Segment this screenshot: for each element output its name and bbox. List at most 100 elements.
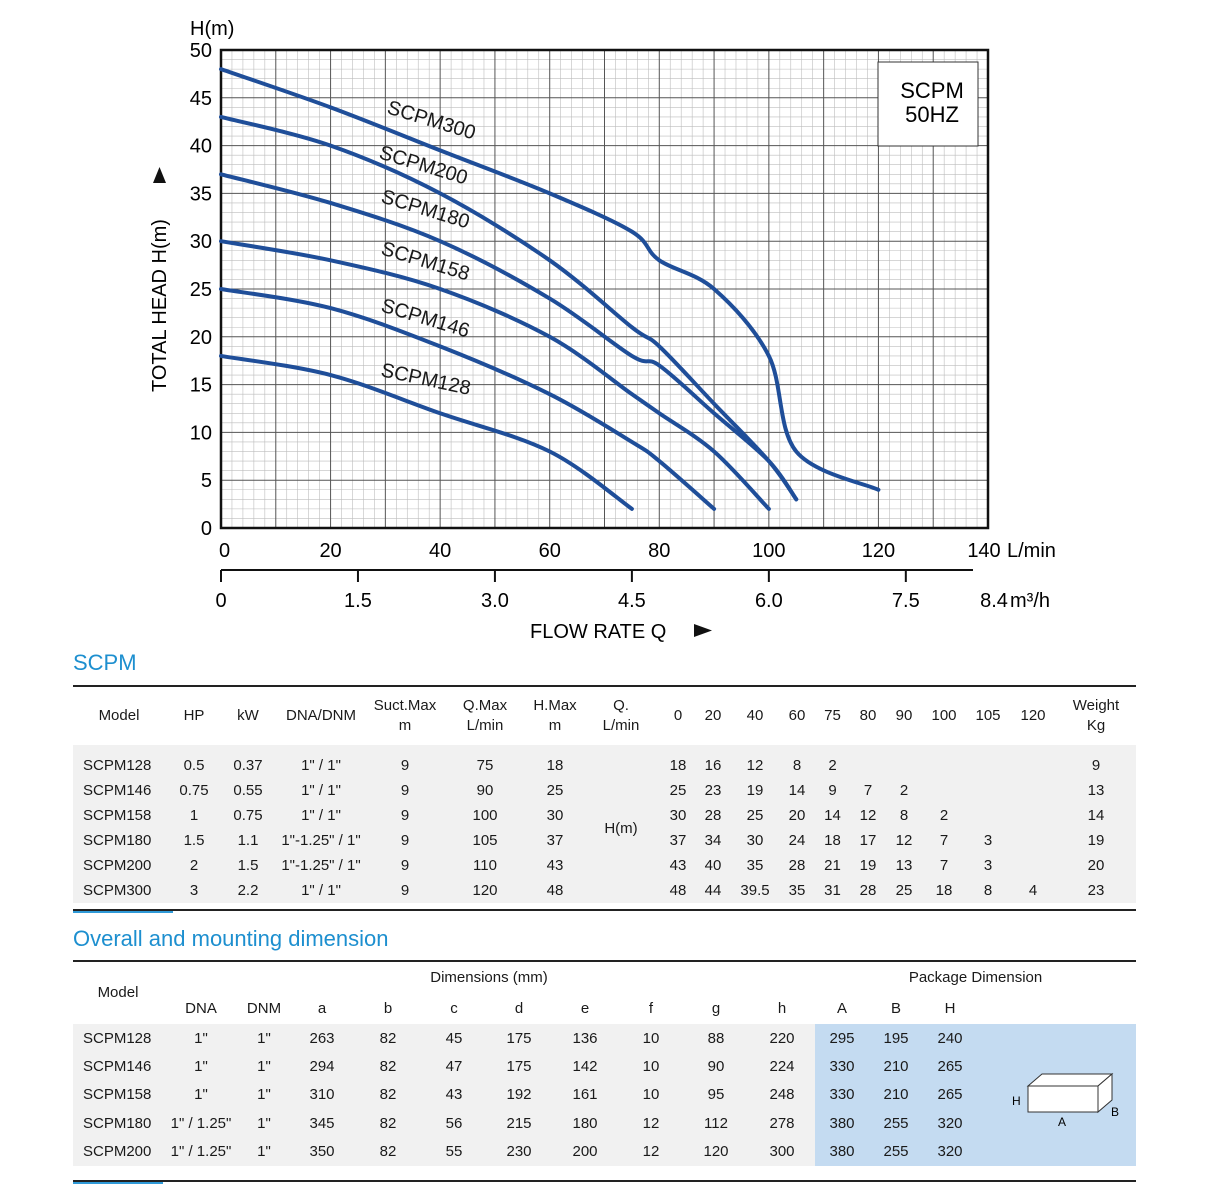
cell: 19 (1087, 832, 1105, 849)
cell: SCPM158 (83, 807, 152, 824)
cell: 0.75 (233, 807, 263, 824)
cell: 9 (400, 757, 410, 774)
cell: 82 (379, 1086, 397, 1104)
cell: 161 (572, 1086, 598, 1104)
cell: 1" (257, 1143, 271, 1161)
cell (1010, 745, 1056, 778)
dims-subcol: f (648, 999, 654, 1017)
cell: 21 (824, 857, 841, 874)
cell: 37 (669, 832, 687, 849)
cell (886, 745, 922, 778)
cell (850, 745, 886, 778)
cell: 310 (309, 1086, 335, 1104)
cell: 263 (309, 1029, 335, 1047)
dims-subcol: h (777, 999, 787, 1017)
cell: 1" / 1" (301, 782, 341, 799)
x-axis-arrow-icon (694, 624, 712, 637)
cell: 35 (746, 857, 764, 874)
cell (966, 803, 1010, 828)
col-hmax: H.Max m (529, 687, 581, 745)
cell: 25 (546, 782, 564, 799)
cell: 120 (472, 882, 498, 899)
cell: 43 (546, 857, 564, 874)
cell: 24 (788, 832, 806, 849)
cell: 18 (546, 757, 564, 774)
dims-subcol: c (450, 999, 458, 1017)
dims-table: Model Dimensions (mm) Package Dimension … (73, 962, 1137, 1166)
x2-axis: 0 1.5 3.0 4.5 6.0 7.5 8.4 (215, 569, 1008, 612)
table-row: SCPM128 0.5 0.37 1" / 1" 9 75 18 H(m) 18 16 12 8 2 9 (73, 745, 1136, 837)
curve-scpm158 (219, 239, 771, 511)
dims-body: SCPM128 1" 1" 263 82 45 175 136 10 88 220 295 195 240… (73, 1024, 1137, 1166)
cell: 1 (189, 807, 199, 824)
legend-box (877, 61, 979, 147)
cell: 12 (642, 1143, 660, 1161)
cell: 2.2 (237, 882, 259, 899)
h-label-cell: H(m) (604, 819, 638, 837)
y-axis-side-label: TOTAL HEAD H(m) (149, 219, 171, 392)
cell: 25 (746, 807, 764, 824)
pkg-cell: 320 (923, 1137, 978, 1166)
x-tick-label: 60 (539, 540, 561, 562)
cell: 19 (859, 857, 877, 874)
cell: 12 (746, 757, 764, 774)
y-tick-label: 5 (201, 470, 212, 492)
x-tick-label: 0 (219, 540, 230, 562)
curve-label-scpm158: SCPM158 (379, 238, 473, 286)
curve-scpm146 (219, 287, 717, 511)
cell: 23 (704, 782, 722, 799)
y-tick-label: 15 (190, 375, 212, 397)
cell: 9 (400, 882, 410, 899)
col-qmax-line1: Q.Max (462, 697, 508, 714)
cell: 90 (476, 782, 494, 799)
y-tick-label: 0 (201, 518, 212, 540)
cell: 44 (704, 882, 722, 899)
pkg-cell: 330 (815, 1080, 870, 1110)
cell: 18 (935, 882, 953, 899)
cell: 23 (1087, 882, 1105, 899)
cell (1010, 828, 1056, 853)
cell: 248 (769, 1086, 795, 1104)
cell (1010, 778, 1056, 803)
col-flow-105: 105 (975, 707, 1001, 724)
specs-bottom-rule (73, 909, 1136, 911)
dims-subcol: g (711, 999, 721, 1017)
table-row: SCPM128 1" 1" 263 82 45 175 136 10 88 220 295 195 240 (73, 1024, 1137, 1053)
cell: 0.37 (233, 757, 263, 774)
cell: 28 (704, 807, 722, 824)
col-qmax-line2: L/min (466, 717, 504, 734)
cell: 82 (379, 1029, 397, 1047)
cell: 48 (669, 882, 687, 899)
cell (1010, 853, 1056, 878)
cell: 278 (769, 1114, 795, 1132)
pkg-cell: 195 (869, 1024, 924, 1053)
x2-unit-label: m³/h (1010, 590, 1050, 612)
legend-subtitle: 50HZ (905, 102, 959, 127)
col-suct-line1: Suct.Max (373, 697, 437, 714)
dims-subcol: b (383, 999, 393, 1017)
cell: 1.5 (183, 832, 205, 849)
cell: 9 (400, 782, 410, 799)
cell: 220 (769, 1029, 795, 1047)
cell: 1" (257, 1058, 271, 1076)
cell (922, 778, 966, 803)
cell: 1"-1.25" / 1" (281, 857, 361, 874)
cell: 2 (899, 782, 909, 799)
cell: 10 (642, 1058, 660, 1076)
cell: 180 (572, 1114, 598, 1132)
cell: 28 (859, 882, 877, 899)
cell: 25 (669, 782, 687, 799)
cell (966, 745, 1010, 778)
cell: 230 (506, 1143, 532, 1161)
cell: 19 (746, 782, 764, 799)
cell: 175 (506, 1058, 532, 1076)
cell: 1"-1.25" / 1" (281, 832, 361, 849)
pkg-cell: 265 (923, 1080, 978, 1110)
y-axis-arrow-icon (153, 167, 166, 183)
x2-tick-label: 6.0 (755, 590, 783, 612)
pkg-cell: 320 (923, 1109, 978, 1138)
pkg-cell: 380 (815, 1109, 870, 1138)
table-row: SCPM158 1 0.75 1" / 1" 9 100 30 30 28 25 20 14 12 8 2 1… (73, 803, 1136, 828)
curve-scpm180 (219, 172, 799, 502)
box-label-h: H (1012, 1094, 1021, 1108)
